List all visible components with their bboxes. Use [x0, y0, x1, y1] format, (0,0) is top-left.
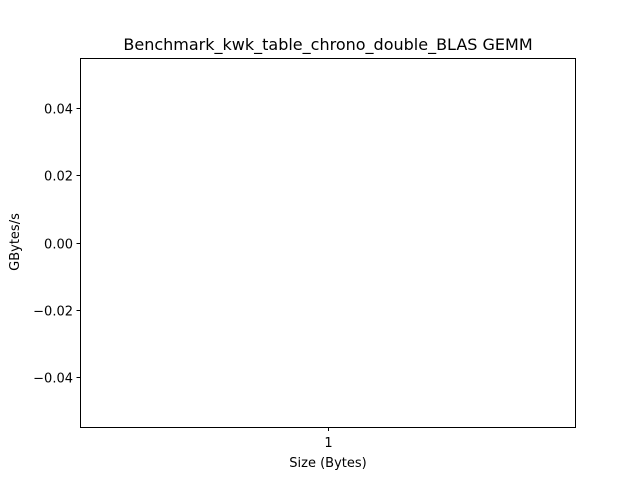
y-axis-label: GBytes/s	[8, 213, 23, 271]
x-tick-label: 1	[324, 436, 332, 451]
y-tick-label: −0.04	[33, 372, 73, 387]
x-axis: 1	[324, 427, 333, 451]
x-axis-label: Size (Bytes)	[289, 456, 366, 471]
y-axis: −0.04 −0.02 0.00 0.02 0.04	[33, 103, 81, 387]
plot-area	[80, 58, 576, 428]
y-tick-label: 0.04	[44, 103, 73, 118]
y-tick-label: −0.02	[33, 305, 73, 320]
y-tick-label: 0.02	[44, 170, 73, 185]
chart-title: Benchmark_kwk_table_chrono_double_BLAS G…	[123, 35, 532, 55]
y-tick-label: 0.00	[44, 238, 73, 253]
